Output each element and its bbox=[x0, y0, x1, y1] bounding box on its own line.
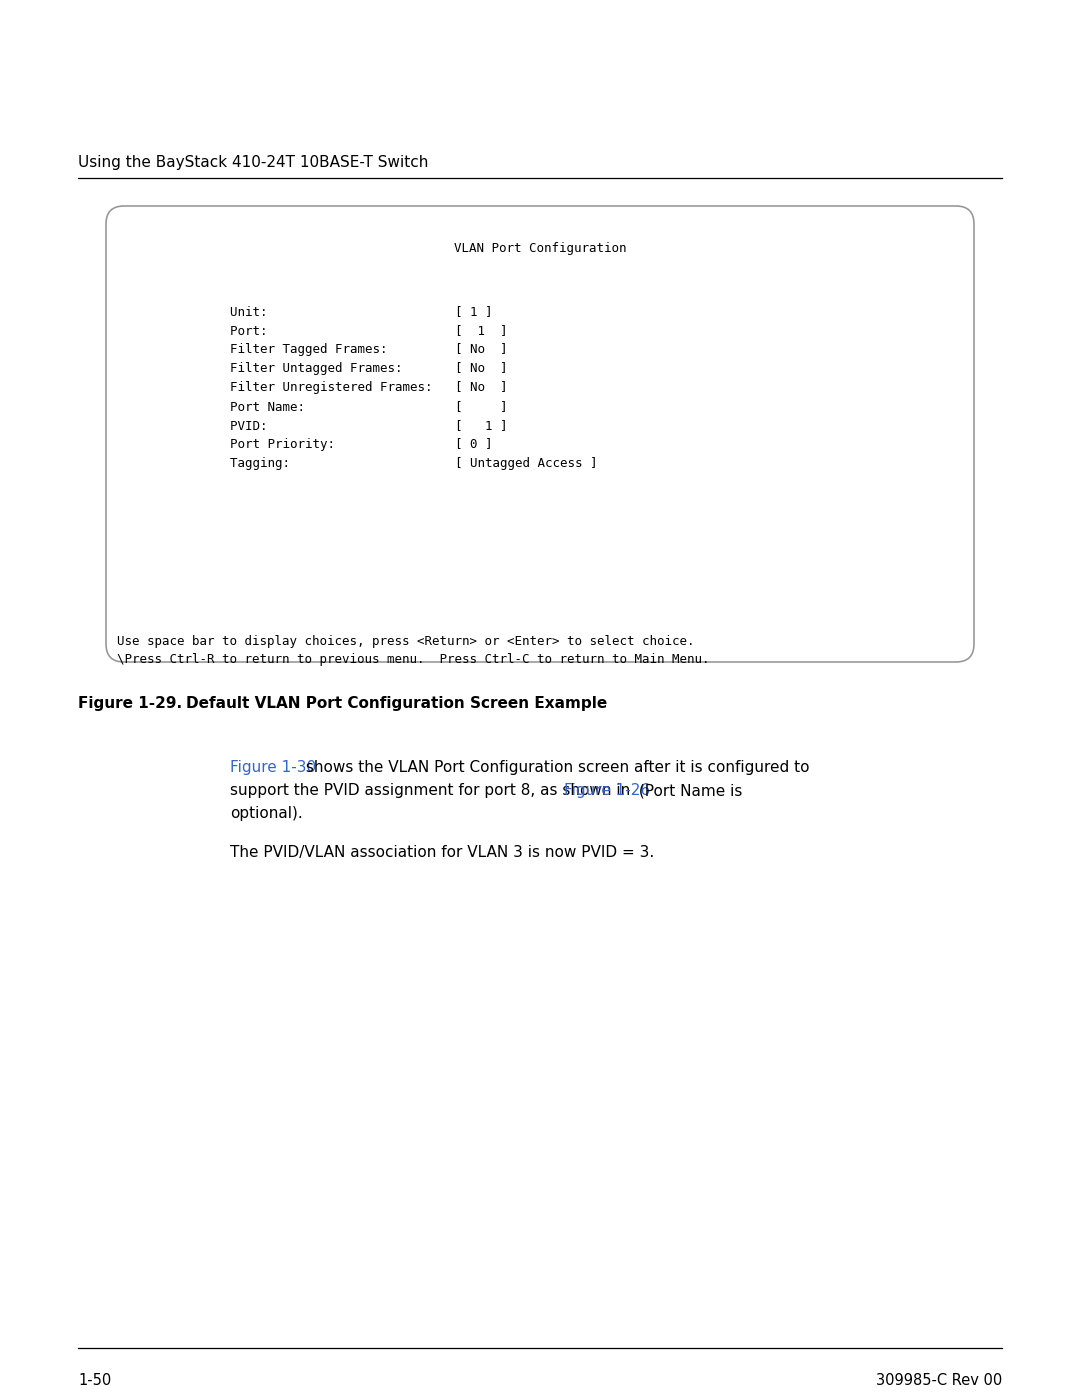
Text: The PVID/VLAN association for VLAN 3 is now PVID = 3.: The PVID/VLAN association for VLAN 3 is … bbox=[230, 845, 654, 861]
Text: Use space bar to display choices, press <Return> or <Enter> to select choice.: Use space bar to display choices, press … bbox=[117, 636, 694, 648]
FancyBboxPatch shape bbox=[106, 205, 974, 662]
Text: shows the VLAN Port Configuration screen after it is configured to: shows the VLAN Port Configuration screen… bbox=[300, 760, 809, 775]
Text: Port:                         [  1  ]: Port: [ 1 ] bbox=[230, 324, 508, 337]
Text: Figure 1-26: Figure 1-26 bbox=[564, 782, 650, 798]
Text: Using the BayStack 410-24T 10BASE-T Switch: Using the BayStack 410-24T 10BASE-T Swit… bbox=[78, 155, 429, 170]
Text: 309985-C Rev 00: 309985-C Rev 00 bbox=[876, 1373, 1002, 1389]
Text: Filter Unregistered Frames:   [ No  ]: Filter Unregistered Frames: [ No ] bbox=[230, 381, 508, 394]
Text: Filter Untagged Frames:       [ No  ]: Filter Untagged Frames: [ No ] bbox=[230, 362, 508, 374]
Text: optional).: optional). bbox=[230, 806, 302, 821]
Text: Tagging:                      [ Untagged Access ]: Tagging: [ Untagged Access ] bbox=[230, 457, 597, 469]
Text: (Port Name is: (Port Name is bbox=[634, 782, 743, 798]
Text: Default VLAN Port Configuration Screen Example: Default VLAN Port Configuration Screen E… bbox=[186, 696, 607, 711]
Text: Unit:                         [ 1 ]: Unit: [ 1 ] bbox=[230, 305, 492, 319]
Text: Figure 1-29.: Figure 1-29. bbox=[78, 696, 183, 711]
Text: PVID:                         [   1 ]: PVID: [ 1 ] bbox=[230, 419, 508, 432]
Text: VLAN Port Configuration: VLAN Port Configuration bbox=[454, 242, 626, 256]
Text: Port Priority:                [ 0 ]: Port Priority: [ 0 ] bbox=[230, 439, 492, 451]
Text: 1-50: 1-50 bbox=[78, 1373, 111, 1389]
Text: Figure 1-30: Figure 1-30 bbox=[230, 760, 316, 775]
Text: Port Name:                    [     ]: Port Name: [ ] bbox=[230, 400, 508, 414]
Text: Filter Tagged Frames:         [ No  ]: Filter Tagged Frames: [ No ] bbox=[230, 344, 508, 356]
Text: support the PVID assignment for port 8, as shown in: support the PVID assignment for port 8, … bbox=[230, 782, 635, 798]
Text: \Press Ctrl-R to return to previous menu.  Press Ctrl-C to return to Main Menu.: \Press Ctrl-R to return to previous menu… bbox=[117, 652, 710, 666]
